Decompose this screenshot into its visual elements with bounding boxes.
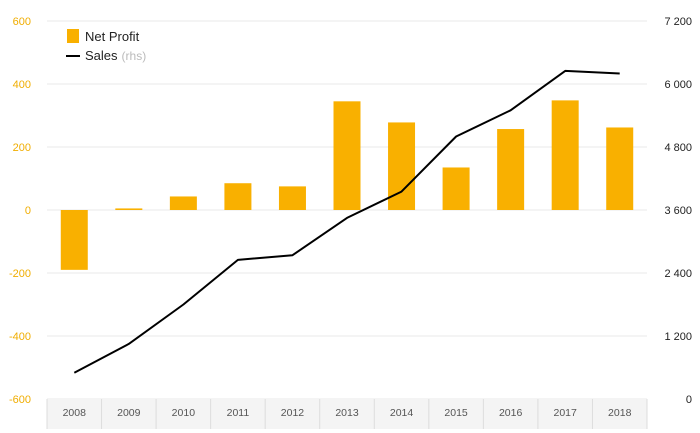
bar-net-profit: [442, 167, 470, 210]
right-axis-tick-label: 1 200: [664, 331, 692, 343]
x-axis-tick-label: 2012: [281, 407, 305, 419]
legend-label-sales-rhs: (rhs): [122, 49, 147, 63]
bar-net-profit: [606, 127, 634, 210]
x-axis-tick-label: 2009: [117, 407, 141, 419]
bar-net-profit: [278, 186, 306, 210]
right-axis-tick-label: 6 000: [664, 79, 692, 91]
legend-swatch-net-profit: [67, 29, 79, 43]
x-axis-cells: [46, 399, 648, 429]
left-axis-tick-label: 200: [13, 142, 31, 154]
net-profit-bars: [60, 100, 634, 270]
bar-net-profit: [169, 196, 197, 210]
legend-label-net-profit: Net Profit: [85, 29, 140, 44]
left-axis-tick-label: -400: [9, 331, 31, 343]
x-axis-tick-label: 2008: [63, 407, 87, 419]
x-axis-tick-label: 2011: [227, 407, 250, 419]
left-axis-tick-label: 600: [13, 16, 31, 28]
x-axis-tick-label: 2010: [172, 407, 196, 419]
x-axis-tick-label: 2018: [608, 407, 632, 419]
x-axis-tick-label: 2015: [444, 407, 468, 419]
bar-net-profit: [224, 183, 252, 210]
sales-line: [73, 69, 620, 374]
x-axis-tick-label: 2017: [554, 407, 578, 419]
left-axis-tick-label: -200: [9, 268, 31, 280]
x-axis-ticks: 2008 2009 2010 2011 2012 2013 2014 2015 2016 2017…: [63, 407, 632, 419]
bar-net-profit: [333, 101, 361, 210]
left-axis-ticks: 600 400 200 0 -200 -400 -600: [9, 16, 31, 406]
bar-net-profit: [551, 100, 579, 210]
right-axis-tick-label: 2 400: [664, 268, 692, 280]
left-axis-tick-label: -600: [9, 394, 31, 406]
left-axis-tick-label: 0: [25, 205, 31, 217]
right-axis-ticks: 7 200 6 000 4 800 3 600 2 400 1 200 0: [664, 16, 692, 406]
right-axis-tick-label: 4 800: [664, 142, 692, 154]
legend-label-sales: Sales: [85, 48, 118, 63]
bar-net-profit: [497, 129, 525, 210]
svg-text:Sales(rhs): Sales (rhs): [85, 48, 146, 63]
x-axis-tick-label: 2016: [499, 407, 523, 419]
right-axis-tick-label: 3 600: [664, 205, 692, 217]
sales-line-path: [73, 69, 620, 374]
bar-net-profit: [60, 210, 88, 270]
x-axis-band: [47, 399, 647, 429]
x-axis-tick-label: 2013: [335, 407, 359, 419]
legend: Net Profit Sales (rhs): [66, 29, 146, 63]
right-axis-tick-label: 0: [686, 394, 692, 406]
left-axis-tick-label: 400: [13, 79, 31, 91]
right-axis-tick-label: 7 200: [664, 16, 692, 28]
x-axis-tick-label: 2014: [390, 407, 414, 419]
bar-net-profit: [115, 208, 143, 210]
